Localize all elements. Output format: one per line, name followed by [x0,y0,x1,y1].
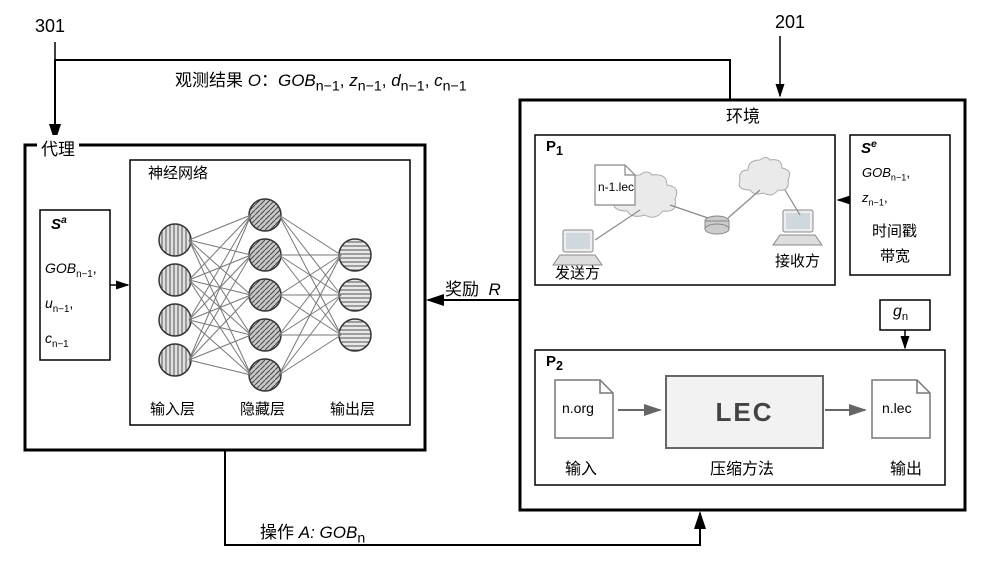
p1-title: P1 [543,138,566,158]
nn-hidden-label: 隐藏层 [240,398,285,419]
p2-lec-label: 压缩方法 [710,455,774,479]
se-extra-1: 带宽 [880,245,910,266]
p2-output-file-text: n.lec [882,400,912,416]
reward-label: 奖励 R [445,275,501,300]
nn-input-label: 输入层 [150,398,195,419]
observation-math: O：GOBn−1, zn−1, dn−1, cn−1 [248,71,467,90]
action-label: 操作 A: GOBn [260,518,365,546]
se-line-1: zn−1, [862,190,888,208]
sa-line-2: cn−1 [45,330,69,350]
gn-label: gn [893,303,908,323]
p1-file-label: n-1.lec [598,180,634,194]
sa-title: Sa [48,214,70,233]
sa-line-0: GOBn−1, [45,260,97,280]
p1-receiver-label: 接收方 [775,250,820,271]
se-extra-0: 时间戳 [872,220,917,241]
sa-line-1: un−1, [45,295,73,315]
nn-title: 神经网络 [145,162,211,183]
se-title: Se [858,138,880,157]
env-title: 环境 [722,102,764,127]
callout-201-label: 201 [775,12,805,33]
observation-label: 观测结果 O：GOBn−1, zn−1, dn−1, cn−1 [175,66,467,94]
p2-input-label: 输入 [565,455,597,479]
p2-title: P2 [543,353,566,373]
p1-sender-label: 发送方 [555,262,600,283]
p2-input-file-text: n.org [562,400,594,416]
lec-box: LEC [665,375,824,449]
p1-topology [553,158,822,266]
callout-301-label: 301 [35,16,65,37]
se-line-0: GOBn−1, [862,165,910,183]
nn-output-label: 输出层 [330,398,375,419]
p2-output-label: 输出 [890,455,922,479]
agent-title: 代理 [37,135,79,160]
